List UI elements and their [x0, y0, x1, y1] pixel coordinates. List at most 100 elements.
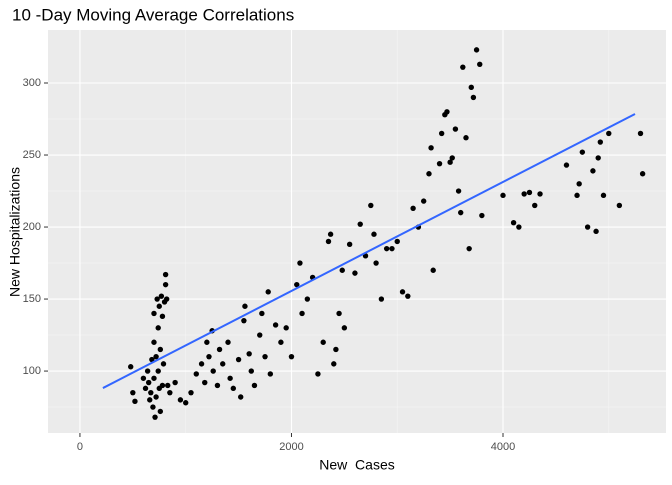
- point: [193, 371, 199, 377]
- point: [436, 160, 443, 167]
- point: [426, 171, 432, 177]
- point: [294, 281, 300, 288]
- point: [357, 221, 363, 227]
- point: [156, 303, 162, 309]
- point: [158, 293, 165, 299]
- point: [595, 155, 601, 161]
- fit-line: [102, 113, 636, 389]
- point: [576, 181, 582, 187]
- point: [637, 130, 644, 137]
- point: [373, 260, 379, 266]
- point: [463, 135, 469, 141]
- point: [151, 339, 157, 345]
- point: [597, 139, 604, 145]
- point: [283, 325, 289, 331]
- point: [246, 351, 252, 357]
- point: [389, 245, 395, 252]
- point: [479, 212, 485, 219]
- point: [142, 385, 149, 392]
- point: [470, 94, 477, 101]
- point: [162, 271, 169, 278]
- point: [532, 202, 538, 209]
- point: [327, 231, 334, 237]
- point: [278, 339, 284, 345]
- point: [606, 130, 612, 137]
- point: [315, 371, 321, 377]
- point: [188, 389, 194, 396]
- point: [267, 371, 274, 377]
- point: [563, 162, 570, 168]
- y-tick-label: 150: [23, 293, 41, 305]
- point: [447, 159, 453, 165]
- y-tick-label: 300: [23, 77, 41, 89]
- point: [444, 109, 450, 115]
- point: [227, 375, 233, 381]
- point: [177, 397, 184, 403]
- point: [336, 310, 342, 317]
- point: [150, 404, 156, 410]
- point: [165, 382, 171, 389]
- point: [468, 84, 474, 91]
- point: [339, 267, 345, 273]
- point: [183, 400, 189, 406]
- point: [152, 414, 158, 420]
- point: [368, 202, 374, 209]
- point: [155, 325, 161, 331]
- point: [155, 368, 161, 374]
- point: [593, 228, 599, 235]
- point: [352, 270, 358, 276]
- point: [151, 375, 157, 381]
- point: [172, 379, 178, 386]
- point: [128, 364, 134, 370]
- y-tick-label: 250: [23, 149, 41, 161]
- point: [537, 191, 543, 197]
- point: [304, 296, 311, 302]
- point: [299, 310, 305, 317]
- point: [140, 375, 147, 381]
- chart-title: 10 -Day Moving Average Correlations: [12, 5, 294, 24]
- y-tick-label: 100: [23, 365, 41, 377]
- point: [248, 368, 254, 374]
- point: [214, 382, 221, 389]
- point: [206, 353, 212, 360]
- point: [149, 356, 155, 363]
- point: [162, 281, 169, 288]
- point: [449, 155, 455, 161]
- point: [259, 310, 265, 317]
- point: [132, 398, 138, 405]
- point: [145, 379, 152, 386]
- point: [320, 339, 326, 345]
- point: [159, 313, 166, 320]
- point: [452, 126, 459, 132]
- point: [341, 325, 348, 331]
- point: [510, 220, 517, 226]
- point: [265, 289, 271, 295]
- point: [297, 260, 303, 266]
- point: [251, 382, 258, 389]
- point: [202, 379, 208, 386]
- point: [405, 293, 411, 299]
- point: [460, 64, 466, 70]
- x-tick-label: 2000: [279, 441, 303, 453]
- point: [220, 361, 226, 367]
- point: [159, 382, 166, 389]
- point: [242, 303, 248, 309]
- point: [153, 353, 159, 360]
- point: [574, 192, 580, 199]
- point: [477, 61, 483, 67]
- point: [147, 397, 153, 403]
- point: [288, 353, 295, 360]
- point: [153, 394, 159, 400]
- point: [590, 168, 596, 174]
- point: [154, 296, 160, 302]
- point: [410, 205, 416, 212]
- point: [157, 346, 164, 353]
- point: [371, 231, 377, 237]
- panel: [48, 30, 666, 433]
- point: [331, 361, 337, 367]
- point: [225, 339, 231, 345]
- point: [238, 394, 244, 400]
- point: [526, 189, 533, 196]
- point: [399, 289, 406, 295]
